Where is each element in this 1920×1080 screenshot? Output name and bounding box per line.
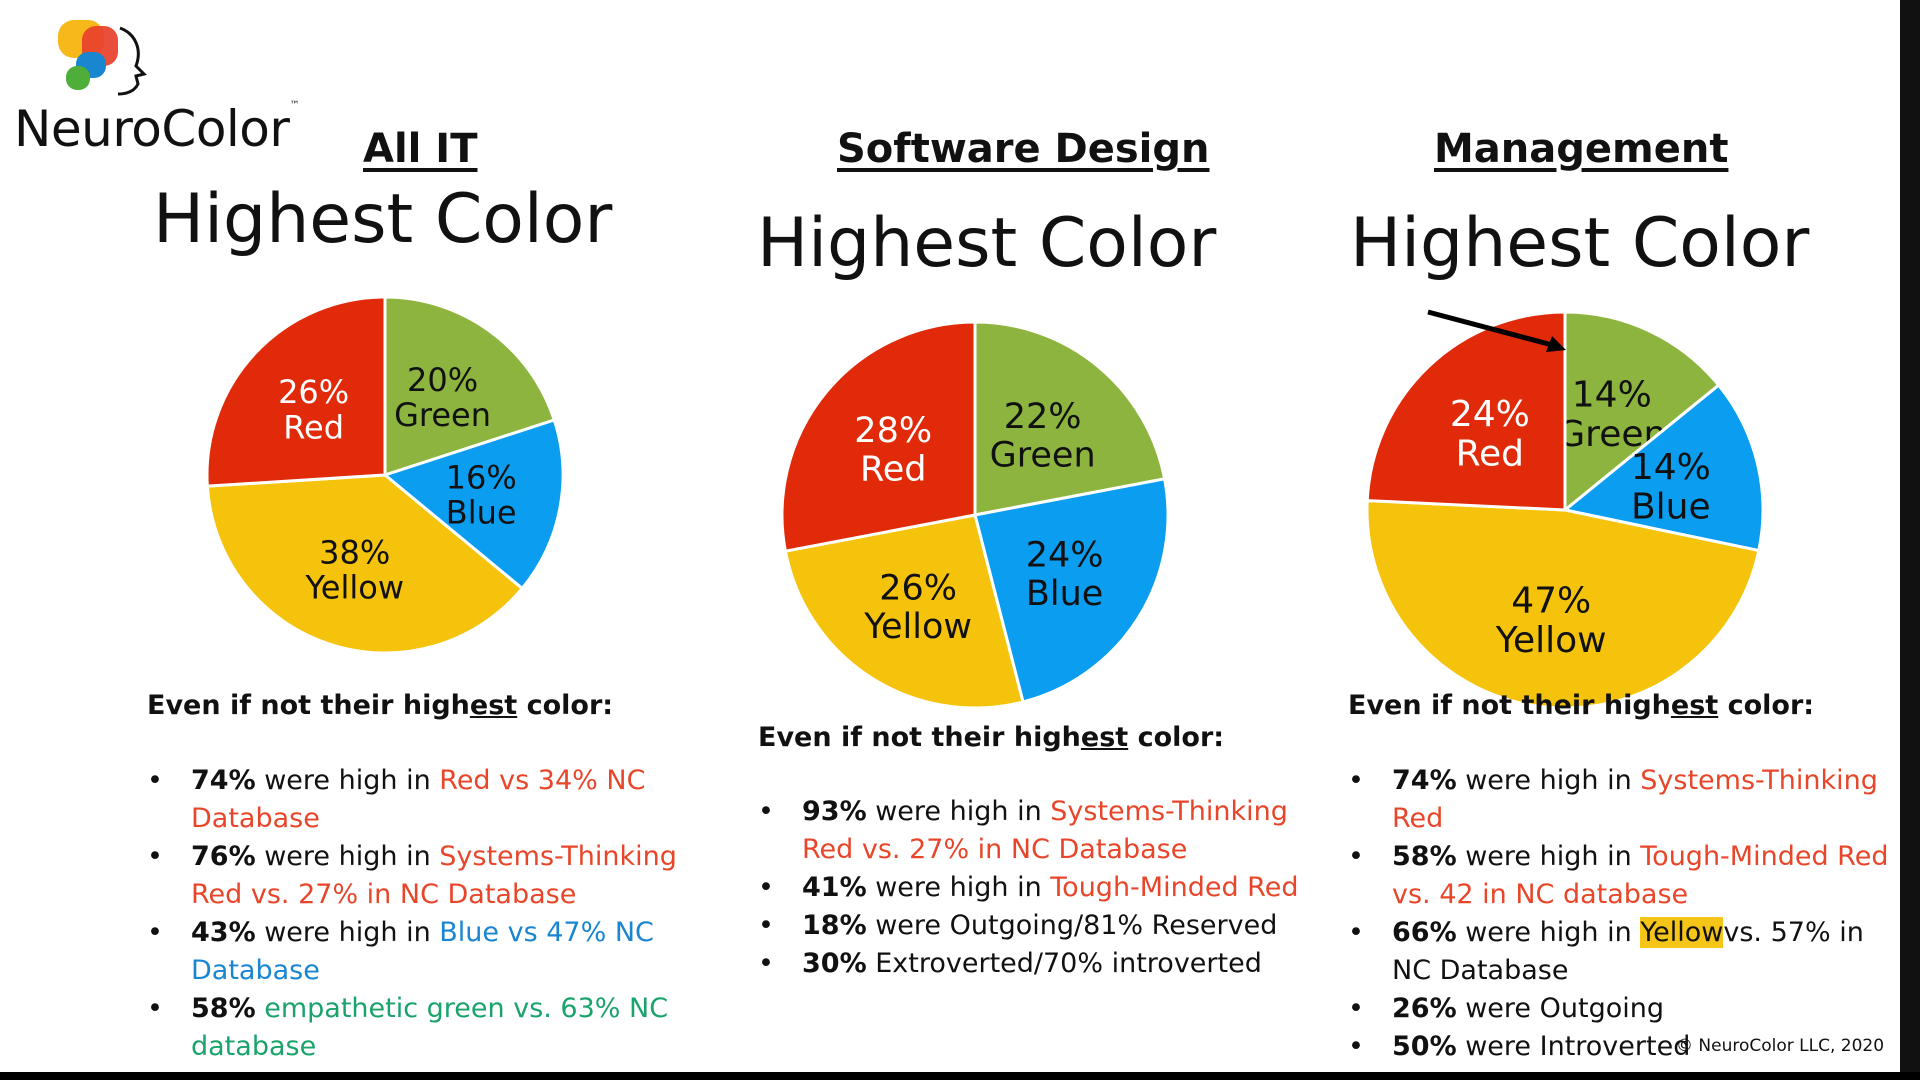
- pie-slice-value-label: 47%: [1511, 581, 1591, 622]
- pie-slice-value-label: 22%: [1004, 397, 1082, 437]
- pie-slice-green: [383, 295, 557, 478]
- pie-slice-category-label: Blue: [1026, 574, 1103, 614]
- pie-slice-green: [1563, 310, 1721, 514]
- pie-chart-all-it: 20%Green 16%Blue 38%Yellow 26%Red: [205, 295, 565, 655]
- pie-chart-software-design: 22%Green 24%Blue 26%Yellow 28%Red: [780, 320, 1170, 710]
- pie-slice-value-label: 14%: [1572, 374, 1652, 415]
- column-heading-all-it: Highest Color: [153, 180, 613, 259]
- pie-slice-value-label: 26%: [278, 373, 349, 411]
- pie-slice-category-label: Yellow: [1495, 620, 1607, 661]
- pie-slice-category-label: Yellow: [863, 607, 972, 647]
- pie-slice-green: [973, 320, 1167, 517]
- pie-slice-blue: [381, 418, 565, 591]
- annotation-arrow-icon: [1427, 309, 1566, 352]
- pie-slice-yellow: [783, 513, 1025, 710]
- pie-slice-category-label: Yellow: [304, 569, 404, 607]
- logo-wordmark: NeuroColor™: [14, 100, 299, 158]
- bottom-edge-bar: [0, 1072, 1920, 1080]
- column-title-all-it: All IT: [363, 126, 478, 172]
- bullet-item: 76% were high in Systems-Thinking Red vs…: [147, 838, 727, 914]
- pie-slice-yellow: [205, 473, 525, 655]
- pie-slice-value-label: 38%: [319, 533, 390, 571]
- pie-slice-value-label: 28%: [854, 411, 932, 451]
- pie-slice-value-label: 20%: [407, 361, 478, 399]
- pie-slice-category-label: Green: [990, 435, 1096, 475]
- pie-slice-red: [780, 320, 977, 553]
- pie-slice-blue: [973, 477, 1170, 704]
- pie-slice-red: [1365, 310, 1567, 512]
- bullet-list-management: 74% were high in Systems-Thinking Red58%…: [1348, 762, 1893, 1066]
- pie-slice-blue: [1561, 383, 1765, 553]
- column-heading-software-design: Highest Color: [757, 204, 1217, 283]
- bullet-item: 43% were high in Blue vs 47% NC Database: [147, 914, 727, 990]
- bullet-item: 74% were high in Red vs 34% NC Database: [147, 762, 727, 838]
- right-edge-bar: [1900, 0, 1920, 1080]
- bullet-item: 41% were high in Tough-Minded Red: [758, 869, 1318, 907]
- column-heading-management: Highest Color: [1350, 204, 1810, 283]
- copyright-text: © NeuroColor LLC, 2020: [1676, 1036, 1885, 1056]
- lead-text-all-it: Even if not their highest color:: [147, 690, 614, 721]
- pie-slice-red: [205, 295, 387, 488]
- bullet-list-all-it: 74% were high in Red vs 34% NC Database7…: [147, 762, 727, 1066]
- pie-slice-category-label: Blue: [446, 494, 517, 532]
- pie-slice-value-label: 16%: [446, 459, 517, 497]
- column-title-software-design: Software Design: [837, 126, 1210, 172]
- column-title-management: Management: [1434, 126, 1729, 172]
- pie-slice-yellow: [1365, 499, 1761, 710]
- bullet-item: 18% were Outgoing/81% Reserved: [758, 907, 1318, 945]
- pie-slice-category-label: Red: [283, 408, 344, 446]
- pie-slice-value-label: 14%: [1631, 447, 1711, 488]
- bullet-item: 58% empathetic green vs. 63% NC database: [147, 990, 727, 1066]
- bullet-list-software-design: 93% were high in Systems-Thinking Red vs…: [758, 793, 1318, 983]
- pie-slice-category-label: Red: [860, 450, 927, 490]
- neurocolor-logo-icon: [58, 20, 147, 96]
- lead-text-software-design: Even if not their highest color:: [758, 722, 1225, 753]
- pie-slice-category-label: Blue: [1631, 487, 1711, 528]
- bullet-item: 58% were high in Tough-Minded Red vs. 42…: [1348, 838, 1893, 914]
- bullet-item: 74% were high in Systems-Thinking Red: [1348, 762, 1893, 838]
- pie-slice-value-label: 24%: [1450, 394, 1530, 435]
- bullet-item: 26% were Outgoing: [1348, 990, 1893, 1028]
- bullet-item: 66% were high in Yellowvs. 57% in NC Dat…: [1348, 914, 1893, 990]
- pie-slice-value-label: 24%: [1026, 536, 1104, 576]
- pie-slice-value-label: 26%: [879, 568, 957, 608]
- bullet-item: 30% Extroverted/70% introverted: [758, 945, 1318, 983]
- pie-slice-category-label: Red: [1456, 433, 1524, 474]
- bullet-item: 50% were Introverted: [1348, 1028, 1893, 1066]
- bullet-item: 93% were high in Systems-Thinking Red vs…: [758, 793, 1318, 869]
- lead-text-management: Even if not their highest color:: [1348, 690, 1815, 721]
- pie-slice-category-label: Green: [394, 396, 491, 434]
